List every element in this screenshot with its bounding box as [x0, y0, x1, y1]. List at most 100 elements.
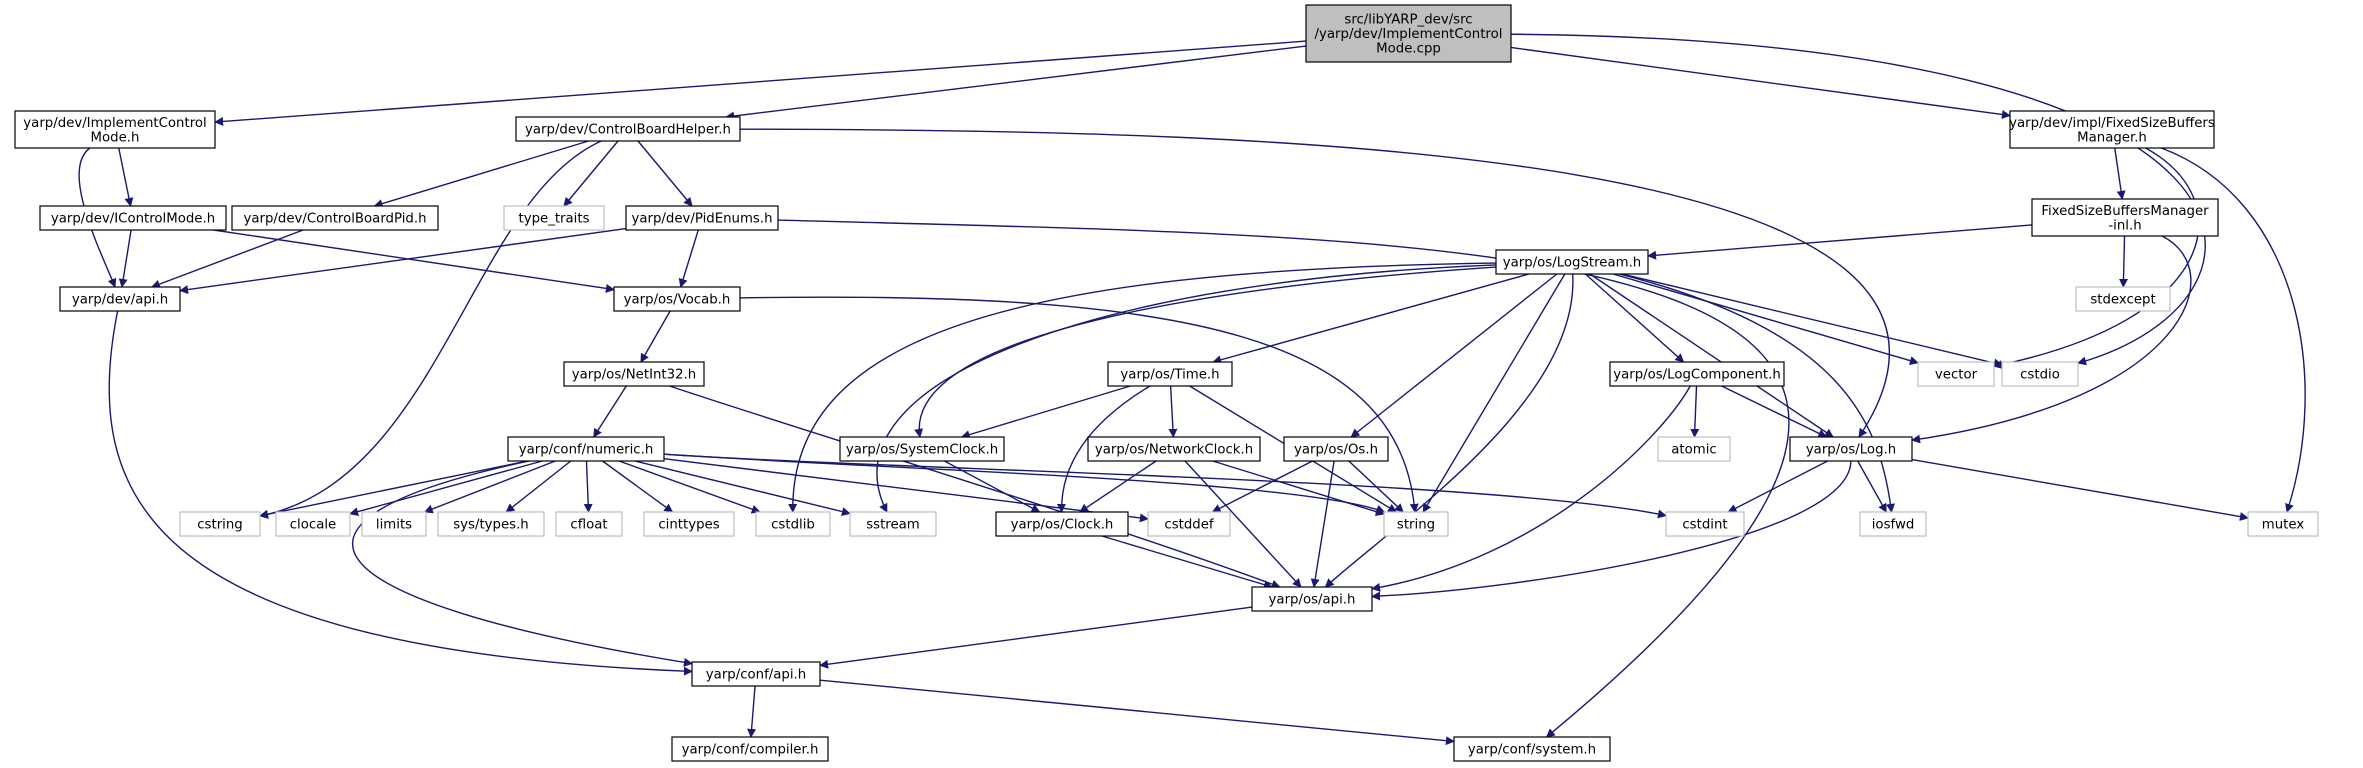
edge-control_board_helper_h-to-control_board_pid_h — [373, 140, 589, 208]
edge-os_log_h-to-cstdint — [1727, 460, 1828, 513]
edge-os_network_clock_h-to-os_clock_h — [1079, 460, 1157, 513]
node-os-time-h[interactable]: yarp/os/Time.h — [1107, 361, 1233, 387]
node-box — [231, 205, 439, 231]
node-label: cfloat — [570, 518, 607, 533]
include-nodes: src/libYARP_dev/src/yarp/dev/ImplementCo… — [14, 4, 2319, 762]
node-label: cstring — [197, 518, 242, 533]
edge-conf_numeric_h-to-limits — [423, 460, 556, 514]
node-os-network-clock-h[interactable]: yarp/os/NetworkClock.h — [1087, 436, 1261, 462]
edge-os_log_stream_h-to-iosfwd — [1619, 273, 1895, 513]
node-os-log-component-h[interactable]: yarp/os/LogComponent.h — [1609, 361, 1785, 387]
edge-os_log_component_h-to-os_api_h — [1371, 385, 1691, 592]
node-box — [1453, 736, 1611, 762]
node-sstream: sstream — [849, 511, 937, 537]
node-box — [1917, 361, 1995, 387]
edge-conf_api_h-to-conf_compiler_h — [747, 685, 757, 738]
edge-control_board_helper_h-to-type_traits — [563, 140, 619, 207]
node-box — [643, 511, 735, 537]
node-box — [2009, 110, 2215, 149]
node-label: Mode.h — [91, 130, 140, 145]
node-label: iosfwd — [1872, 518, 1915, 533]
node-label: yarp/dev/impl/FixedSizeBuffers — [2009, 116, 2215, 131]
node-control-board-helper-h[interactable]: yarp/dev/ControlBoardHelper.h — [515, 116, 741, 142]
node-label: yarp/os/LogStream.h — [1503, 256, 1641, 271]
node-fixed-size-buffers-manager-inl-h[interactable]: FixedSizeBuffersManager-inl.h — [2031, 198, 2219, 237]
node-cinttypes: cinttypes — [643, 511, 735, 537]
node-box — [503, 205, 605, 231]
node-label: atomic — [1671, 443, 1716, 458]
edge-os_log_h-to-os_api_h — [1371, 460, 1852, 601]
edge-conf_numeric_h-to-sstream — [634, 460, 851, 516]
node-os-clock-h[interactable]: yarp/os/Clock.h — [995, 511, 1129, 537]
node-box — [275, 511, 351, 537]
node-box — [1383, 511, 1449, 537]
edge-os_log_stream_h-to-vector — [1612, 273, 1919, 365]
node-pid-enums-h[interactable]: yarp/dev/PidEnums.h — [625, 205, 779, 231]
node-label: sys/types.h — [453, 518, 529, 533]
edge-conf_numeric_h-to-cstdint — [663, 453, 1667, 519]
node-box — [59, 286, 181, 312]
node-os-system-clock-h[interactable]: yarp/os/SystemClock.h — [839, 436, 1005, 462]
node-atomic: atomic — [1657, 436, 1731, 462]
node-os-log-stream-h[interactable]: yarp/os/LogStream.h — [1495, 249, 1649, 275]
edge-root-to-fixed_size_buffers_manager_h — [1510, 46, 2011, 119]
edge-os_os_h-to-os_api_h — [1310, 460, 1335, 588]
edge-root-to-control_board_helper_h — [725, 45, 1307, 121]
node-label: yarp/os/Os.h — [1294, 443, 1378, 458]
edge-os_log_h-to-mutex — [1911, 458, 2249, 521]
edge-pid_enums_h-to-os_vocab_h — [678, 229, 699, 288]
edge-os_system_clock_h-to-os_clock_h — [944, 460, 1041, 513]
node-cstdlib: cstdlib — [755, 511, 831, 537]
edge-os_os_h-to-cstddef — [1211, 460, 1313, 513]
node-mutex: mutex — [2247, 511, 2319, 537]
node-label: cstdlib — [771, 518, 815, 533]
node-label: type_traits — [518, 212, 589, 227]
edge-os_log_stream_h-to-os_log_h — [1589, 273, 1834, 438]
node-label: stdexcept — [2090, 293, 2155, 308]
node-limits: limits — [361, 511, 427, 537]
node-iosfwd: iosfwd — [1859, 511, 1927, 537]
node-dev-api-h[interactable]: yarp/dev/api.h — [59, 286, 181, 312]
node-root[interactable]: src/libYARP_dev/src/yarp/dev/ImplementCo… — [1305, 4, 1512, 63]
node-box — [995, 511, 1129, 537]
node-conf-compiler-h[interactable]: yarp/conf/compiler.h — [671, 736, 829, 762]
node-os-net-int32-h[interactable]: yarp/os/NetInt32.h — [563, 361, 705, 387]
edge-os_log_stream_h-to-os_os_h — [1350, 273, 1558, 438]
node-cstdio: cstdio — [2001, 361, 2079, 387]
edge-os_log_stream_h-to-string — [1422, 273, 1566, 513]
edge-conf_numeric_h-to-cinttypes — [602, 460, 674, 513]
node-conf-numeric-h[interactable]: yarp/conf/numeric.h — [507, 436, 665, 462]
node-control-board-pid-h[interactable]: yarp/dev/ControlBoardPid.h — [231, 205, 439, 231]
node-label: /yarp/dev/ImplementControl — [1315, 27, 1503, 42]
node-type-traits: type_traits — [503, 205, 605, 231]
edge-pid_enums_h-to-dev_api_h — [179, 227, 627, 294]
node-conf-api-h[interactable]: yarp/conf/api.h — [691, 661, 821, 687]
node-icontrol-mode-h[interactable]: yarp/dev/IControlMode.h — [39, 205, 227, 231]
node-label: cinttypes — [658, 518, 719, 533]
node-label: cstdint — [1682, 518, 1727, 533]
edge-os_vocab_h-to-string — [739, 296, 1419, 513]
node-os-vocab-h[interactable]: yarp/os/Vocab.h — [613, 286, 741, 312]
node-os-log-h[interactable]: yarp/os/Log.h — [1789, 436, 1913, 462]
node-os-os-h[interactable]: yarp/os/Os.h — [1283, 436, 1389, 462]
node-sys-types-h: sys/types.h — [437, 511, 545, 537]
edge-os_network_clock_h-to-string — [1212, 460, 1385, 516]
edge-os_time_h-to-os_network_clock_h — [1168, 385, 1178, 438]
node-conf-system-h[interactable]: yarp/conf/system.h — [1453, 736, 1611, 762]
node-label: Manager.h — [2077, 130, 2147, 145]
node-cstddef: cstddef — [1147, 511, 1231, 537]
node-fixed-size-buffers-manager-h[interactable]: yarp/dev/impl/FixedSizeBuffersManager.h — [2009, 110, 2215, 149]
edge-os_log_stream_h-to-os_api_h — [1324, 273, 1574, 588]
node-box — [671, 736, 829, 762]
node-label: yarp/os/SystemClock.h — [846, 443, 998, 458]
node-label: yarp/conf/system.h — [1468, 743, 1596, 758]
node-label: limits — [376, 518, 412, 533]
edge-conf_api_h-to-conf_system_h — [819, 679, 1455, 746]
node-vector: vector — [1917, 361, 1995, 387]
node-os-api-h[interactable]: yarp/os/api.h — [1251, 586, 1373, 612]
include-edges — [78, 33, 2306, 746]
node-label: yarp/dev/ImplementControl — [23, 116, 206, 131]
node-label: clocale — [290, 518, 336, 533]
